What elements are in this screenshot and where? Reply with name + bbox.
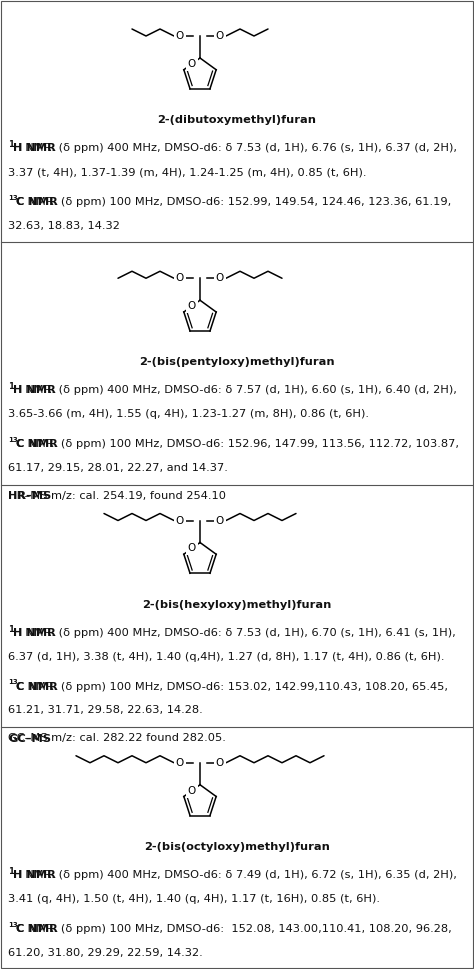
Text: H NMR: (δ ppm) 400 MHz, DMSO-d6: δ 7.53 (d, 1H), 6.70 (s, 1H), 6.41 (s, 1H),: H NMR: (δ ppm) 400 MHz, DMSO-d6: δ 7.53 … bbox=[13, 628, 456, 638]
Text: 2-(bis(octyloxy)methyl)furan: 2-(bis(octyloxy)methyl)furan bbox=[144, 842, 330, 852]
Text: C NMR: (δ ppm) 100 MHz, DMSO-d6: 153.02, 142.99,110.43, 108.20, 65.45,: C NMR: (δ ppm) 100 MHz, DMSO-d6: 153.02,… bbox=[16, 681, 448, 692]
Text: 1: 1 bbox=[8, 624, 14, 634]
Text: GC–MS m/z: cal. 282.22 found 282.05.: GC–MS m/z: cal. 282.22 found 282.05. bbox=[8, 734, 226, 743]
Text: H NMR: H NMR bbox=[13, 386, 56, 395]
Text: C NMR: (δ ppm) 100 MHz, DMSO-d6: 152.96, 147.99, 113.56, 112.72, 103.87,: C NMR: (δ ppm) 100 MHz, DMSO-d6: 152.96,… bbox=[16, 439, 459, 450]
Text: H NMR: H NMR bbox=[13, 143, 56, 153]
Text: O: O bbox=[216, 273, 224, 283]
Text: 2-(bis(pentyloxy)methyl)furan: 2-(bis(pentyloxy)methyl)furan bbox=[139, 358, 335, 367]
Text: 13: 13 bbox=[8, 195, 18, 201]
Text: GC–MS: GC–MS bbox=[8, 734, 51, 743]
Text: 13: 13 bbox=[8, 922, 18, 927]
Text: O: O bbox=[216, 516, 224, 525]
Text: C NMR: C NMR bbox=[16, 197, 58, 207]
Text: C NMR: C NMR bbox=[16, 923, 58, 934]
Text: O: O bbox=[176, 516, 184, 525]
Text: H NMR: H NMR bbox=[13, 870, 56, 880]
Text: 6.37 (d, 1H), 3.38 (t, 4H), 1.40 (q,4H), 1.27 (d, 8H), 1.17 (t, 4H), 0.86 (t, 6H: 6.37 (d, 1H), 3.38 (t, 4H), 1.40 (q,4H),… bbox=[8, 651, 445, 662]
Text: 13: 13 bbox=[8, 437, 18, 443]
Text: O: O bbox=[216, 758, 224, 767]
Text: 61.21, 31.71, 29.58, 22.63, 14.28.: 61.21, 31.71, 29.58, 22.63, 14.28. bbox=[8, 705, 203, 715]
Text: 1: 1 bbox=[8, 382, 14, 391]
Text: H NMR: (δ ppm) 400 MHz, DMSO-d6: δ 7.57 (d, 1H), 6.60 (s, 1H), 6.40 (d, 2H),: H NMR: (δ ppm) 400 MHz, DMSO-d6: δ 7.57 … bbox=[13, 386, 457, 395]
Text: 3.65-3.66 (m, 4H), 1.55 (q, 4H), 1.23-1.27 (m, 8H), 0.86 (t, 6H).: 3.65-3.66 (m, 4H), 1.55 (q, 4H), 1.23-1.… bbox=[8, 409, 369, 420]
Text: C NMR: (δ ppm) 100 MHz, DMSO-d6:  152.08, 143.00,110.41, 108.20, 96.28,: C NMR: (δ ppm) 100 MHz, DMSO-d6: 152.08,… bbox=[16, 923, 452, 934]
Text: O: O bbox=[216, 31, 224, 41]
Text: C NMR: C NMR bbox=[16, 681, 58, 692]
Text: O: O bbox=[176, 758, 184, 767]
Text: 3.37 (t, 4H), 1.37-1.39 (m, 4H), 1.24-1.25 (m, 4H), 0.85 (t, 6H).: 3.37 (t, 4H), 1.37-1.39 (m, 4H), 1.24-1.… bbox=[8, 167, 366, 177]
Text: HR–MS m/z: cal. 254.19, found 254.10: HR–MS m/z: cal. 254.19, found 254.10 bbox=[8, 491, 226, 501]
Text: H NMR: (δ ppm) 400 MHz, DMSO-d6: δ 7.49 (d, 1H), 6.72 (s, 1H), 6.35 (d, 2H),: H NMR: (δ ppm) 400 MHz, DMSO-d6: δ 7.49 … bbox=[13, 870, 457, 880]
Text: 1: 1 bbox=[8, 140, 14, 149]
Text: 61.17, 29.15, 28.01, 22.27, and 14.37.: 61.17, 29.15, 28.01, 22.27, and 14.37. bbox=[8, 463, 228, 473]
Text: 3.41 (q, 4H), 1.50 (t, 4H), 1.40 (q, 4H), 1.17 (t, 16H), 0.85 (t, 6H).: 3.41 (q, 4H), 1.50 (t, 4H), 1.40 (q, 4H)… bbox=[8, 893, 380, 904]
Text: O: O bbox=[188, 786, 196, 796]
Text: O: O bbox=[188, 301, 196, 311]
Text: H NMR: (δ ppm) 400 MHz, DMSO-d6: δ 7.53 (d, 1H), 6.76 (s, 1H), 6.37 (d, 2H),: H NMR: (δ ppm) 400 MHz, DMSO-d6: δ 7.53 … bbox=[13, 143, 457, 153]
Text: 32.63, 18.83, 14.32: 32.63, 18.83, 14.32 bbox=[8, 221, 120, 231]
Text: H NMR: H NMR bbox=[13, 628, 56, 638]
Text: O: O bbox=[176, 31, 184, 41]
Text: 13: 13 bbox=[8, 679, 18, 685]
Text: O: O bbox=[188, 59, 196, 69]
Text: O: O bbox=[176, 273, 184, 283]
Text: 1: 1 bbox=[8, 866, 14, 876]
Text: 61.20, 31.80, 29.29, 22.59, 14.32.: 61.20, 31.80, 29.29, 22.59, 14.32. bbox=[8, 948, 203, 957]
Text: O: O bbox=[188, 544, 196, 553]
Text: C NMR: (δ ppm) 100 MHz, DMSO-d6: 152.99, 149.54, 124.46, 123.36, 61.19,: C NMR: (δ ppm) 100 MHz, DMSO-d6: 152.99,… bbox=[16, 197, 451, 207]
Text: 2-(bis(hexyloxy)methyl)furan: 2-(bis(hexyloxy)methyl)furan bbox=[142, 600, 332, 610]
Text: HR–MS: HR–MS bbox=[8, 491, 51, 501]
Text: C NMR: C NMR bbox=[16, 439, 58, 450]
Text: 2-(dibutoxymethyl)furan: 2-(dibutoxymethyl)furan bbox=[157, 115, 317, 125]
